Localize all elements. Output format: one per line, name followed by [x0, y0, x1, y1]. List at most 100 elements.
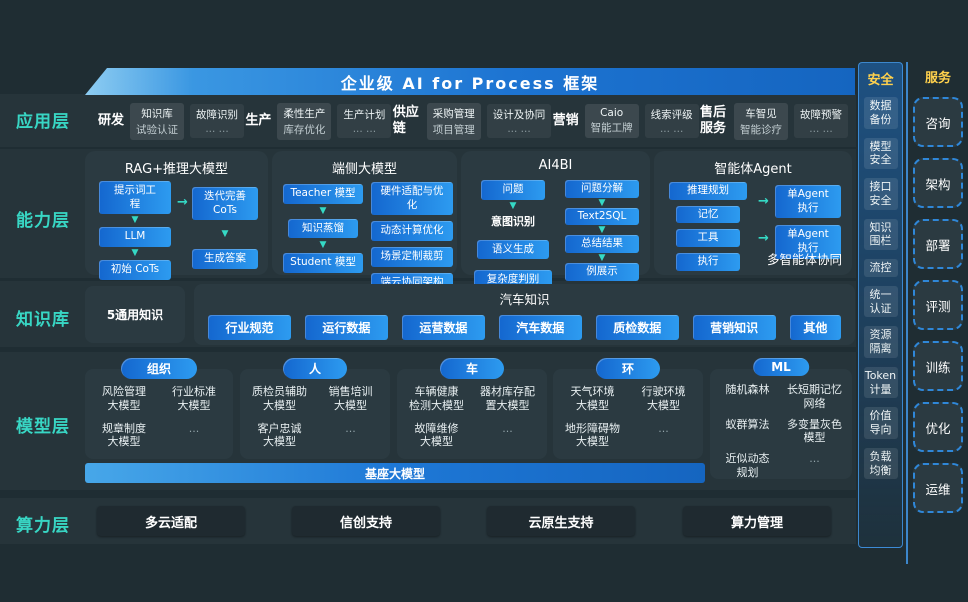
service-item: 咨询	[913, 97, 963, 147]
ai4bi-text2sql: Text2SQL	[565, 207, 639, 226]
base-model-bar: 基座大模型	[85, 463, 705, 483]
model-cell-more: ...	[658, 421, 669, 435]
model-pill: ML	[753, 358, 809, 376]
model-cell-more: ...	[345, 421, 356, 435]
application-row: 研发 知识库 试验认证 故障识别 ... ... 生产 柔性生产 库存优化 生产…	[98, 97, 848, 145]
app-box: Caio 智能工牌	[584, 104, 639, 138]
app-group-supply-chain: 供应链 采购管理 项目管理 设计及协同 ... ...	[393, 102, 552, 140]
model-cell: 天气环境 大模型	[570, 385, 615, 412]
security-column: 安全 数据备份 模型安全 接口安全 知识围栏 流控 统一认证 资源隔离 Toke…	[858, 62, 903, 548]
panel-agent: 智能体Agent 推理规划 记忆 工具 执行 → → 单Agent 执行 单Ag…	[654, 151, 852, 275]
edge-scene-trim: 场景定制裁剪	[371, 246, 453, 267]
model-cell: 故障维修 大模型	[414, 421, 459, 449]
app-group-rd: 研发 知识库 试验认证 故障识别 ... ...	[98, 102, 245, 140]
model-cell: 质检员辅助 大模型	[252, 385, 307, 412]
knowledge-item: 营销知识	[692, 315, 776, 340]
panel-rag-title: RAG+推理大模型	[124, 162, 229, 177]
knowledge-item: 其他	[789, 315, 842, 340]
arrow-down-icon: ▼	[598, 225, 606, 236]
auto-knowledge-title: 汽车知识	[499, 292, 550, 307]
security-item: 负载均衡	[863, 447, 898, 480]
model-cell-more: ...	[502, 421, 513, 435]
edge-hardware-opt: 硬件适配与优化	[371, 182, 453, 216]
ai4bi-summarize: 总结结果	[565, 235, 639, 253]
arrow-down-icon: ▼	[319, 205, 327, 216]
model-cell-more: ...	[188, 421, 200, 435]
label-capability-layer: 能力层	[16, 211, 70, 231]
panel-rag: RAG+推理大模型 提示词工 程 ▼ LLM ▼ 初始 CoTs → 迭代完善 …	[85, 151, 268, 280]
label-app-layer: 应用层	[16, 112, 70, 132]
knowledge-item: 运行数据	[304, 315, 388, 340]
agent-single-exec-2: 单Agent 执行	[775, 225, 841, 259]
model-cell: 蚁群算法	[725, 417, 770, 431]
model-group-organization: 组织 风险管理 大模型 行业标准 大模型 规章制度 大模型 ...	[85, 358, 233, 459]
security-item: 接口安全	[863, 178, 898, 210]
panel-agent-title: 智能体Agent	[714, 162, 792, 177]
app-group-after-sales: 售后服务 车智见 智能诊疗 故障预警 ... ...	[699, 102, 848, 140]
title-banner: 企业级 AI for Process 框架	[85, 68, 855, 95]
ai4bi-display: 例展示	[565, 262, 639, 281]
app-group-label: 售后服务	[699, 104, 726, 136]
panel-ai4bi: AI4BI 问题 ▼ 意图识别 语义生成 复杂度判别 问题分解 ▼ Text2S…	[461, 151, 650, 290]
app-group-label: 营销	[552, 112, 579, 128]
knowledge-item: 汽车数据	[498, 315, 582, 340]
security-item: 价值导向	[863, 407, 898, 439]
arrow-down-icon: ▼	[319, 240, 327, 251]
model-cell: 随机森林	[725, 383, 770, 396]
model-group-people: 人 质检员辅助 大模型 销售培训 大模型 客户忠诚 大模型 ...	[240, 358, 390, 459]
security-item: Token计量	[863, 366, 898, 399]
model-pill: 组织	[120, 358, 198, 379]
arrow-right-icon: →	[758, 194, 769, 209]
model-group-environment: 环 天气环境 大模型 行驶环境 大模型 地形障碍物 大模型 ...	[553, 358, 703, 459]
edge-dynamic-compute: 动态计算优化	[371, 221, 453, 241]
agent-memory: 记忆	[676, 205, 740, 224]
model-group-vehicle: 车 车辆健康 检测大模型 器材库存配 置大模型 故障维修 大模型 ...	[397, 358, 547, 459]
app-group-label: 生产	[245, 112, 272, 128]
service-item: 架构	[913, 158, 963, 208]
model-cell: 地形障碍物 大模型	[565, 421, 620, 449]
app-box: 线索评级 ... ...	[644, 104, 699, 138]
model-cell: 器材库存配 置大模型	[480, 385, 535, 412]
label-compute-layer: 算力层	[16, 516, 70, 536]
compute-management: 算力管理	[683, 506, 831, 536]
model-cell: 行业标准 大模型	[172, 385, 216, 412]
compute-cloudnative: 云原生支持	[487, 506, 635, 536]
knowledge-item: 行业规范	[208, 315, 291, 340]
app-box: 故障预警 ... ...	[793, 104, 848, 138]
service-item: 训练	[913, 341, 963, 391]
security-item: 流控	[863, 259, 898, 277]
model-cell: 客户忠诚 大模型	[257, 421, 302, 449]
model-cell: 长短期记忆 网络	[787, 383, 842, 410]
edge-teacher-model: Teacher 模型	[283, 184, 363, 204]
model-cell-more: ...	[809, 452, 820, 465]
model-cell: 规章制度 大模型	[102, 421, 146, 449]
model-cell: 风险管理 大模型	[102, 385, 146, 412]
arrow-down-icon: ▼	[509, 200, 517, 211]
rag-step-llm: LLM	[99, 227, 171, 247]
agent-execute: 执行	[676, 252, 740, 271]
service-column: 服务 咨询 架构 部署 评测 训练 优化 运维	[906, 62, 968, 564]
auto-knowledge-panel: 汽车知识 行业规范 运行数据 运营数据 汽车数据 质检数据 营销知识 其他	[194, 284, 855, 345]
rag-step-answer: 生成答案	[192, 249, 258, 269]
panel-ai4bi-title: AI4BI	[538, 158, 573, 173]
agent-planning: 推理规划	[669, 182, 747, 200]
model-pill: 人	[282, 358, 348, 379]
arrow-down-icon: ▼	[131, 215, 139, 226]
security-item: 模型安全	[863, 137, 898, 169]
arrow-down-icon: ▼	[598, 197, 606, 208]
app-group-production: 生产 柔性生产 库存优化 生产计划 ... ...	[245, 102, 392, 140]
service-item: 评测	[913, 280, 963, 330]
compute-multicloud: 多云适配	[97, 506, 245, 536]
panel-edge-title: 端侧大模型	[331, 162, 397, 177]
model-cell: 多变量灰色 模型	[787, 417, 842, 445]
arrow-down-icon: ▼	[221, 229, 229, 240]
ai4bi-semantic: 语义生成	[477, 239, 549, 260]
knowledge-item: 运营数据	[401, 315, 485, 340]
model-cell: 车辆健康 检测大模型	[409, 385, 464, 412]
arrow-right-icon: →	[177, 195, 188, 210]
framework-title: 企业级 AI for Process 框架	[340, 73, 600, 93]
model-pill: 车	[439, 358, 505, 379]
ai4bi-decompose: 问题分解	[565, 180, 639, 198]
app-group-marketing: 营销 Caio 智能工牌 线索评级 ... ...	[553, 104, 699, 138]
